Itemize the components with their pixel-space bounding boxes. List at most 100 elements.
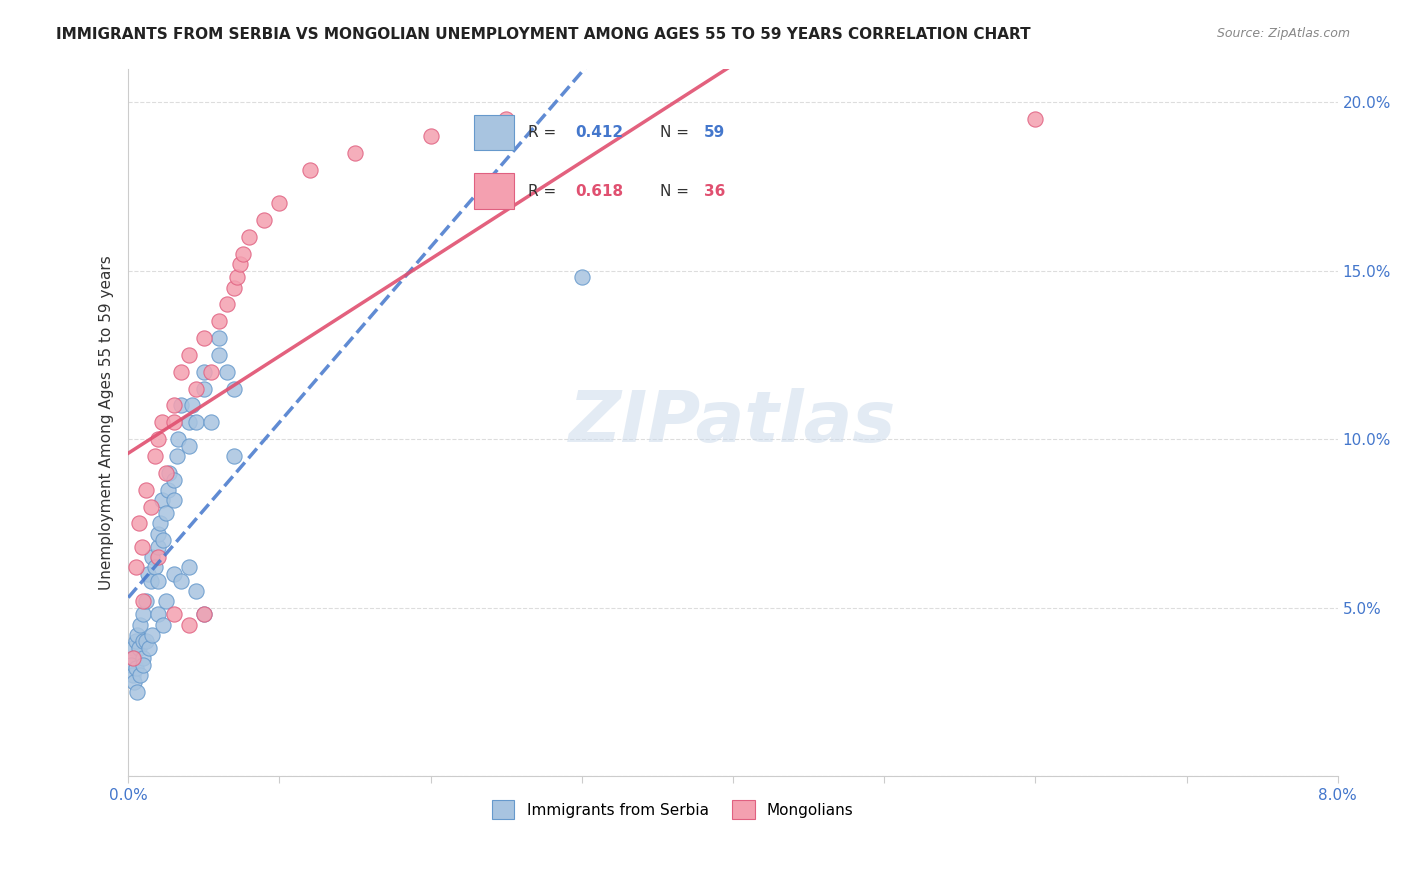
Point — [222, 382, 245, 396]
Point — [141, 627, 163, 641]
Point — [177, 348, 200, 362]
Point — [180, 399, 202, 413]
Point — [132, 634, 155, 648]
Point — [145, 449, 167, 463]
Point — [170, 574, 193, 588]
Point — [155, 594, 177, 608]
Point — [166, 449, 188, 463]
Point — [139, 500, 162, 514]
Point — [193, 365, 215, 379]
Point — [193, 607, 215, 622]
Point — [162, 415, 184, 429]
Point — [208, 331, 231, 345]
Point — [193, 382, 215, 396]
Point — [193, 331, 215, 345]
Point — [148, 550, 170, 565]
Point — [170, 365, 193, 379]
Point — [177, 617, 200, 632]
Point — [135, 594, 157, 608]
Y-axis label: Unemployment Among Ages 55 to 59 years: Unemployment Among Ages 55 to 59 years — [100, 255, 114, 590]
Text: Source: ZipAtlas.com: Source: ZipAtlas.com — [1216, 27, 1350, 40]
Legend: Immigrants from Serbia, Mongolians: Immigrants from Serbia, Mongolians — [485, 794, 859, 825]
Point — [148, 526, 170, 541]
Point — [120, 657, 142, 672]
Point — [177, 415, 200, 429]
Point — [135, 483, 157, 497]
Point — [152, 617, 174, 632]
Point — [186, 415, 208, 429]
Point — [186, 382, 208, 396]
Point — [162, 566, 184, 581]
Point — [186, 583, 208, 598]
Point — [125, 560, 148, 574]
Point — [170, 399, 193, 413]
Point — [162, 473, 184, 487]
Point — [157, 466, 180, 480]
Point — [149, 516, 172, 531]
Point — [208, 348, 231, 362]
Point — [200, 365, 222, 379]
Point — [222, 280, 245, 294]
Point — [298, 162, 321, 177]
Point — [136, 566, 159, 581]
Point — [121, 641, 143, 656]
Point — [128, 516, 150, 531]
Point — [222, 449, 245, 463]
Point — [138, 641, 160, 656]
Point — [129, 617, 152, 632]
Text: IMMIGRANTS FROM SERBIA VS MONGOLIAN UNEMPLOYMENT AMONG AGES 55 TO 59 YEARS CORRE: IMMIGRANTS FROM SERBIA VS MONGOLIAN UNEM… — [56, 27, 1031, 42]
Point — [162, 399, 184, 413]
Point — [148, 607, 170, 622]
Point — [215, 297, 238, 311]
Point — [128, 641, 150, 656]
Point — [167, 432, 190, 446]
Point — [150, 492, 173, 507]
Text: ZIPatlas: ZIPatlas — [569, 388, 897, 457]
Point — [226, 270, 249, 285]
Point — [571, 270, 593, 285]
Point — [145, 560, 167, 574]
Point — [229, 257, 252, 271]
Point — [419, 128, 441, 143]
Point — [232, 247, 254, 261]
Point — [121, 651, 143, 665]
Point — [155, 466, 177, 480]
Point — [131, 540, 153, 554]
Point — [141, 550, 163, 565]
Point — [200, 415, 222, 429]
Point — [124, 674, 146, 689]
Point — [139, 574, 162, 588]
Point — [162, 492, 184, 507]
Point — [129, 668, 152, 682]
Point — [127, 685, 149, 699]
Point — [150, 415, 173, 429]
Point — [152, 533, 174, 548]
Point — [344, 145, 367, 160]
Point — [208, 314, 231, 328]
Point — [124, 651, 146, 665]
Point — [253, 213, 276, 227]
Point — [155, 506, 177, 520]
Point — [495, 112, 517, 126]
Point — [148, 432, 170, 446]
Point — [132, 651, 155, 665]
Point — [125, 661, 148, 675]
Point — [238, 230, 260, 244]
Point — [121, 668, 143, 682]
Point — [132, 657, 155, 672]
Point — [193, 607, 215, 622]
Point — [148, 574, 170, 588]
Point — [127, 627, 149, 641]
Point — [1024, 112, 1046, 126]
Point — [135, 634, 157, 648]
Point — [177, 560, 200, 574]
Point — [215, 365, 238, 379]
Point — [177, 439, 200, 453]
Point — [156, 483, 179, 497]
Point — [132, 607, 155, 622]
Point — [148, 540, 170, 554]
Point — [162, 607, 184, 622]
Point — [125, 634, 148, 648]
Point — [132, 594, 155, 608]
Point — [269, 196, 291, 211]
